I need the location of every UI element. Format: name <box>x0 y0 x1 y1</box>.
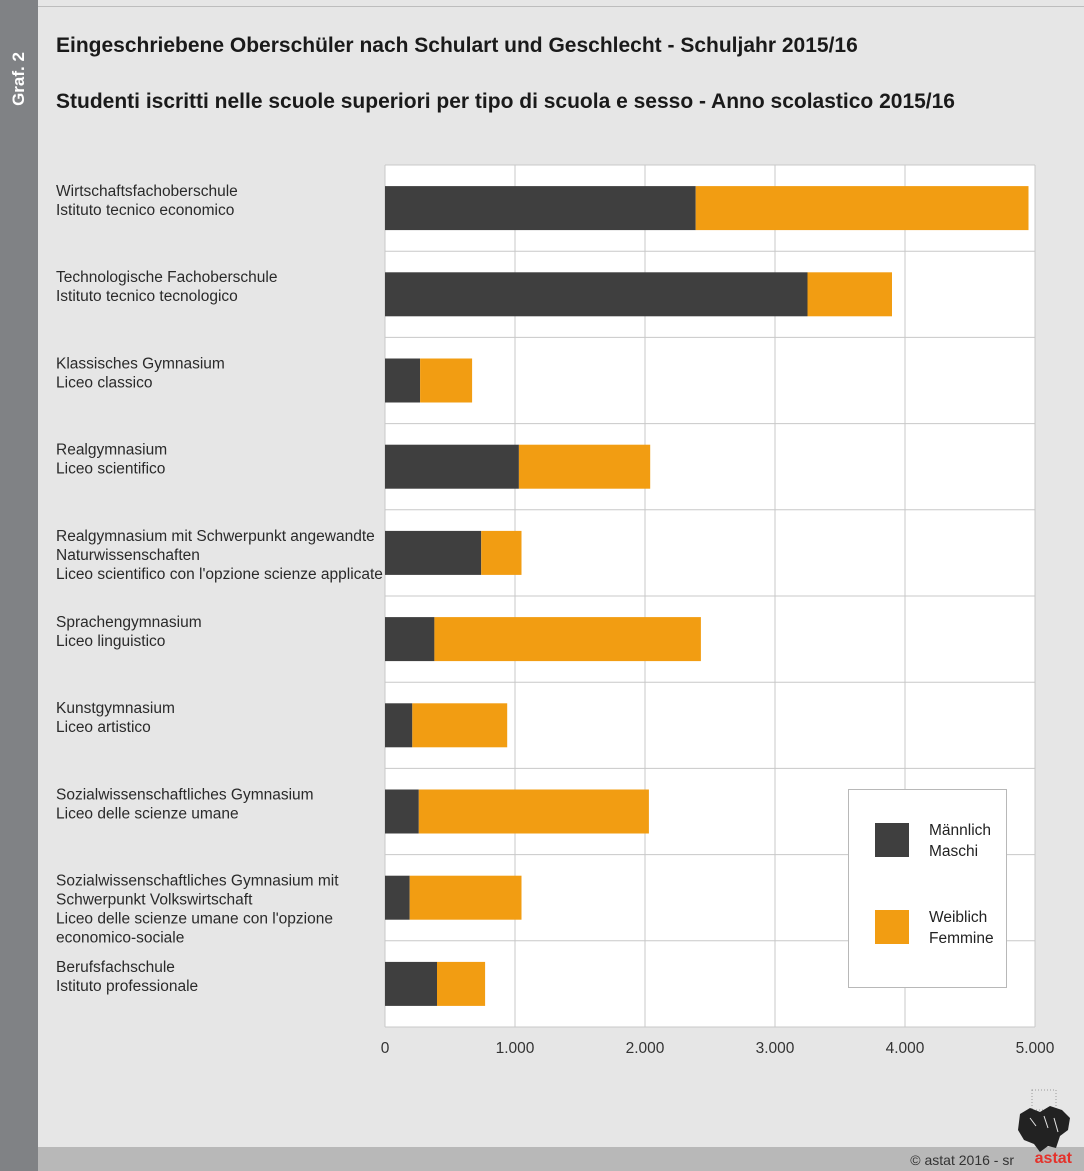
legend-label-female-de: Weiblich <box>929 909 988 926</box>
legend-label-male-it: Maschi <box>929 843 979 860</box>
category-label: Liceo classico <box>56 374 153 391</box>
legend: Männlich Maschi Weiblich Femmine <box>848 789 1007 988</box>
x-tick-label: 5.000 <box>1016 1040 1055 1057</box>
bar-female <box>437 961 486 1006</box>
bar-male <box>385 789 419 834</box>
category-label: Realgymnasium mit Schwerpunkt angewandte <box>56 528 375 545</box>
bar-male <box>385 961 437 1006</box>
category-label: Liceo artistico <box>56 719 151 736</box>
category-label: Technologische Fachoberschule <box>56 269 277 286</box>
bar-female <box>409 875 522 920</box>
bar-female <box>695 186 1029 231</box>
x-tick-label: 0 <box>381 1040 390 1057</box>
category-label: Realgymnasium <box>56 442 167 459</box>
top-rule <box>38 6 1084 7</box>
bar-female <box>481 530 522 575</box>
chart-title: Eingeschriebene Oberschüler nach Schular… <box>56 34 858 57</box>
category-label: Naturwissenschaften <box>56 547 200 564</box>
category-label: Wirtschaftsfachoberschule <box>56 183 238 200</box>
x-tick-label: 3.000 <box>756 1040 795 1057</box>
bar-male <box>385 530 482 575</box>
legend-label-female-it: Femmine <box>929 930 994 947</box>
category-label: Berufsfachschule <box>56 959 175 976</box>
category-labels: Wirtschaftsfachoberschule Istituto tecnic… <box>56 183 383 995</box>
legend-label-male-de: Männlich <box>929 822 992 839</box>
category-label: Klassisches Gymnasium <box>56 355 225 372</box>
category-label: Sprachengymnasium <box>56 614 202 631</box>
category-label: Liceo linguistico <box>56 633 165 650</box>
bar-female <box>807 272 892 317</box>
bar-male <box>385 186 696 231</box>
chart-subtitle: Studenti iscritti nelle scuole superiori… <box>56 90 955 113</box>
legend-label-female: Weiblich Femmine <box>929 907 994 949</box>
x-axis-ticks: 0 1.000 2.000 3.000 4.000 5.000 <box>381 1040 1055 1057</box>
x-tick-label: 1.000 <box>496 1040 535 1057</box>
bar-female <box>518 444 651 489</box>
x-tick-label: 4.000 <box>886 1040 925 1057</box>
category-label: Sozialwissenschaftliches Gymnasium <box>56 786 314 803</box>
category-label: Liceo scientifico con l'opzione scienze … <box>56 566 383 583</box>
bar-female <box>412 703 508 748</box>
south-tyrol-map-icon <box>1018 1089 1070 1152</box>
bar-female <box>420 358 473 403</box>
legend-swatch-female <box>875 910 909 944</box>
category-label: Schwerpunkt Volkswirtschaft <box>56 892 253 909</box>
bars <box>385 186 1029 1006</box>
bar-male <box>385 358 421 403</box>
side-bar <box>0 0 38 1171</box>
category-label: Istituto professionale <box>56 978 198 995</box>
bar-male <box>385 444 519 489</box>
category-label: Istituto tecnico tecnologico <box>56 288 238 305</box>
astat-logo: astat <box>1034 1150 1072 1167</box>
legend-label-male: Männlich Maschi <box>929 820 991 862</box>
category-label: Liceo delle scienze umane <box>56 805 239 822</box>
footer-bar <box>38 1147 1084 1171</box>
copyright-text: © astat 2016 - sr <box>910 1152 1014 1168</box>
category-label: Liceo scientifico <box>56 461 165 478</box>
legend-swatch-male <box>875 823 909 857</box>
category-label: Kunstgymnasium <box>56 700 175 717</box>
category-label: economico-sociale <box>56 930 184 947</box>
bar-female <box>418 789 649 834</box>
bar-female <box>434 617 701 662</box>
bar-male <box>385 703 413 748</box>
bar-male <box>385 617 435 662</box>
category-label: Liceo delle scienze umane con l'opzione <box>56 911 333 928</box>
bar-male <box>385 875 410 920</box>
x-tick-label: 2.000 <box>626 1040 665 1057</box>
bar-male <box>385 272 808 317</box>
category-label: Istituto tecnico economico <box>56 202 234 219</box>
category-label: Sozialwissenschaftliches Gymnasium mit <box>56 873 339 890</box>
